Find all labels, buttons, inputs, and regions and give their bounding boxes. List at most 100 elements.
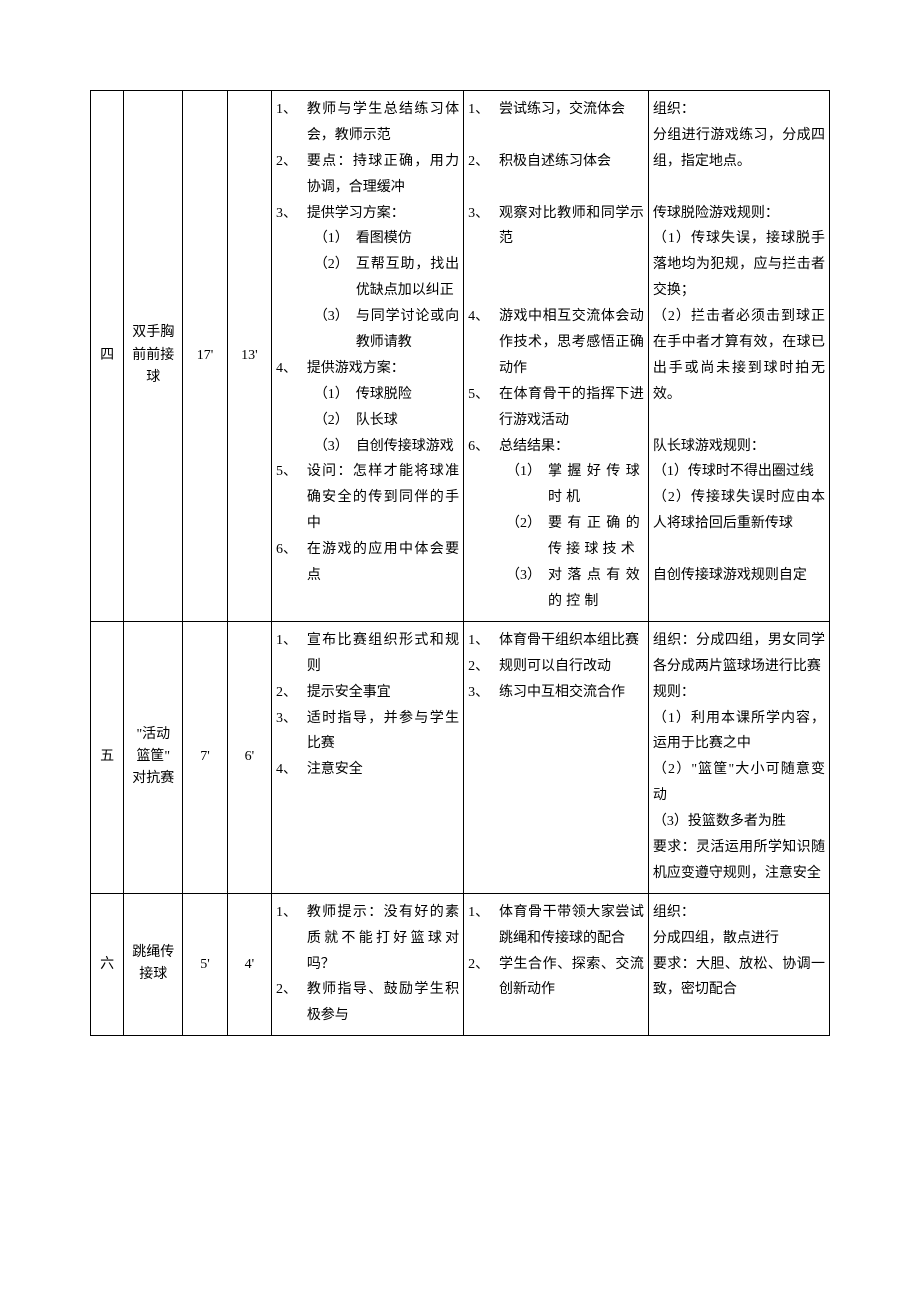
list-marker: 3、 — [468, 201, 496, 227]
list-marker: 2、 — [276, 680, 304, 706]
org-line: 组织： — [653, 97, 825, 123]
list-marker: 3、 — [276, 706, 304, 732]
list-marker: 4、 — [276, 757, 304, 783]
list-text: 练习中互相交流合作 — [499, 685, 625, 700]
list-item: 1、宣布比赛组织形式和规则 — [276, 628, 459, 680]
list-text: 提示安全事宜 — [307, 685, 391, 700]
list-text: 体育骨干组织本组比赛 — [499, 633, 639, 648]
list-item: 3、观察对比教师和同学示范 — [468, 201, 644, 253]
activity-name: 双手胸前前接球 — [124, 91, 183, 622]
sublist-text: 传球脱险 — [356, 387, 412, 402]
list-marker: 1、 — [276, 628, 304, 654]
list-marker: 2、 — [468, 149, 496, 175]
list-item: 2、要点：持球正确，用力协调，合理缓冲 — [276, 149, 459, 201]
list-marker: 3、 — [276, 201, 304, 227]
list-item: 3、适时指导，并参与学生比赛 — [276, 706, 459, 758]
sublist-marker: （3） — [314, 434, 353, 460]
list-item: （3）自创传接球游戏 — [314, 434, 459, 460]
list-item: 1、体育骨干组织本组比赛 — [468, 628, 644, 654]
list-marker: 5、 — [276, 459, 304, 485]
org-line: （1）传球时不得出圈过线 — [653, 459, 825, 485]
list-item: 2、学生合作、探索、交流创新动作 — [468, 952, 644, 1004]
org-line — [653, 408, 825, 434]
list-item: （1）看图模仿 — [314, 226, 459, 252]
org-line: 自创传接球游戏规则自定 — [653, 563, 825, 589]
sublist-text: 互帮互助，找出优缺点加以纠正 — [356, 257, 459, 298]
list-item: （3）与同学讨论或向教师请教 — [314, 304, 459, 356]
time-1: 5' — [183, 893, 227, 1035]
sublist-text: 自创传接球游戏 — [356, 439, 454, 454]
list-text: 注意安全 — [307, 762, 363, 777]
teacher-activity: 1、宣布比赛组织形式和规则2、提示安全事宜3、适时指导，并参与学生比赛4、注意安… — [272, 621, 464, 893]
list-marker: 2、 — [276, 977, 304, 1003]
list-text: 教师指导、鼓励学生积极参与 — [307, 982, 459, 1023]
org-line: 要求：灵活运用所学知识随机应变遵守规则，注意安全 — [653, 835, 825, 887]
list-text: 宣布比赛组织形式和规则 — [307, 633, 459, 674]
org-line: （2）传接球失误时应由本人将球拾回后重新传球 — [653, 485, 825, 537]
list-item: 1、尝试练习，交流体会 — [468, 97, 644, 123]
list-text: 在体育骨干的指挥下进行游戏活动 — [499, 387, 644, 428]
list-marker: 2、 — [468, 952, 496, 978]
lesson-plan-table: 四双手胸前前接球17'13'1、教师与学生总结练习体会，教师示范2、要点：持球正… — [90, 90, 830, 1036]
list-marker: 2、 — [276, 149, 304, 175]
list-marker: 4、 — [468, 304, 496, 330]
time-1: 7' — [183, 621, 227, 893]
list-marker: 1、 — [468, 628, 496, 654]
activity-name: "活动篮筐"对抗赛 — [124, 621, 183, 893]
org-line: （2）"篮筐"大小可随意变动 — [653, 757, 825, 809]
sublist-marker: （2） — [314, 252, 353, 278]
list-item: 1、教师与学生总结练习体会，教师示范 — [276, 97, 459, 149]
list-text: 适时指导，并参与学生比赛 — [307, 711, 459, 752]
list-item: （3）对落点有效的控制 — [506, 563, 644, 615]
list-text: 总结结果： — [499, 439, 569, 454]
teacher-activity: 1、教师与学生总结练习体会，教师示范2、要点：持球正确，用力协调，合理缓冲3、提… — [272, 91, 464, 622]
list-item: 4、游戏中相互交流体会动作技术，思考感悟正确动作 — [468, 304, 644, 382]
list-item: （1）传球脱险 — [314, 382, 459, 408]
list-item: 6、总结结果：（1）掌握好传球时机（2）要有正确的传接球技术（3）对落点有效的控… — [468, 434, 644, 615]
list-item: 2、教师指导、鼓励学生积极参与 — [276, 977, 459, 1029]
list-text: 游戏中相互交流体会动作技术，思考感悟正确动作 — [499, 309, 644, 376]
list-marker: 1、 — [468, 97, 496, 123]
list-item: 2、规则可以自行改动 — [468, 654, 644, 680]
time-2: 6' — [227, 621, 271, 893]
sublist-text: 掌握好传球时机 — [548, 464, 644, 505]
list-item: （2）互帮互助，找出优缺点加以纠正 — [314, 252, 459, 304]
list-text: 在游戏的应用中体会要点 — [307, 542, 459, 583]
list-item: 1、体育骨干带领大家尝试跳绳和传接球的配合 — [468, 900, 644, 952]
list-text: 要点：持球正确，用力协调，合理缓冲 — [307, 154, 459, 195]
list-marker: 1、 — [468, 900, 496, 926]
row-index: 六 — [91, 893, 124, 1035]
student-activity: 1、尝试练习，交流体会 2、积极自述练习体会 3、观察对比教师和同学示范 4、游戏中相… — [464, 91, 649, 622]
sublist-marker: （2） — [506, 511, 545, 537]
org-line: （2）拦击者必须击到球正在手中者才算有效，在球已出手或尚未接到球时拍无效。 — [653, 304, 825, 408]
list-item: 4、提供游戏方案：（1）传球脱险（2）队长球（3）自创传接球游戏 — [276, 356, 459, 460]
table-row: 六跳绳传接球5'4'1、教师提示：没有好的素质就不能打好篮球对吗？2、教师指导、… — [91, 893, 830, 1035]
list-text: 教师提示：没有好的素质就不能打好篮球对吗？ — [307, 905, 459, 972]
list-text: 教师与学生总结练习体会，教师示范 — [307, 102, 459, 143]
sublist-text: 看图模仿 — [356, 231, 412, 246]
list-marker: 1、 — [276, 97, 304, 123]
sublist-text: 与同学讨论或向教师请教 — [356, 309, 459, 350]
list-marker: 3、 — [468, 680, 496, 706]
organization: 组织：分成四组，散点进行要求：大胆、放松、协调一致，密切配合 — [648, 893, 829, 1035]
org-line: （3）投篮数多者为胜 — [653, 809, 825, 835]
list-item: 2、积极自述练习体会 — [468, 149, 644, 175]
list-marker: 2、 — [468, 654, 496, 680]
list-item: 5、设问：怎样才能将球准确安全的传到同伴的手中 — [276, 459, 459, 537]
list-item: 1、教师提示：没有好的素质就不能打好篮球对吗？ — [276, 900, 459, 978]
org-line: 组织：分成四组，男女同学各分成两片篮球场进行比赛 — [653, 628, 825, 680]
sublist-marker: （1） — [314, 382, 353, 408]
teacher-activity: 1、教师提示：没有好的素质就不能打好篮球对吗？2、教师指导、鼓励学生积极参与 — [272, 893, 464, 1035]
list-text: 设问：怎样才能将球准确安全的传到同伴的手中 — [307, 464, 459, 531]
list-item: 3、练习中互相交流合作 — [468, 680, 644, 706]
sublist-marker: （2） — [314, 408, 353, 434]
sublist-text: 对落点有效的控制 — [548, 568, 644, 609]
org-line — [653, 537, 825, 563]
org-line: 组织： — [653, 900, 825, 926]
organization: 组织：分成四组，男女同学各分成两片篮球场进行比赛规则：（1）利用本课所学内容，运… — [648, 621, 829, 893]
time-2: 13' — [227, 91, 271, 622]
org-line: 队长球游戏规则： — [653, 434, 825, 460]
org-line: 要求：大胆、放松、协调一致，密切配合 — [653, 952, 825, 1004]
row-index: 五 — [91, 621, 124, 893]
sublist-marker: （3） — [506, 563, 545, 589]
